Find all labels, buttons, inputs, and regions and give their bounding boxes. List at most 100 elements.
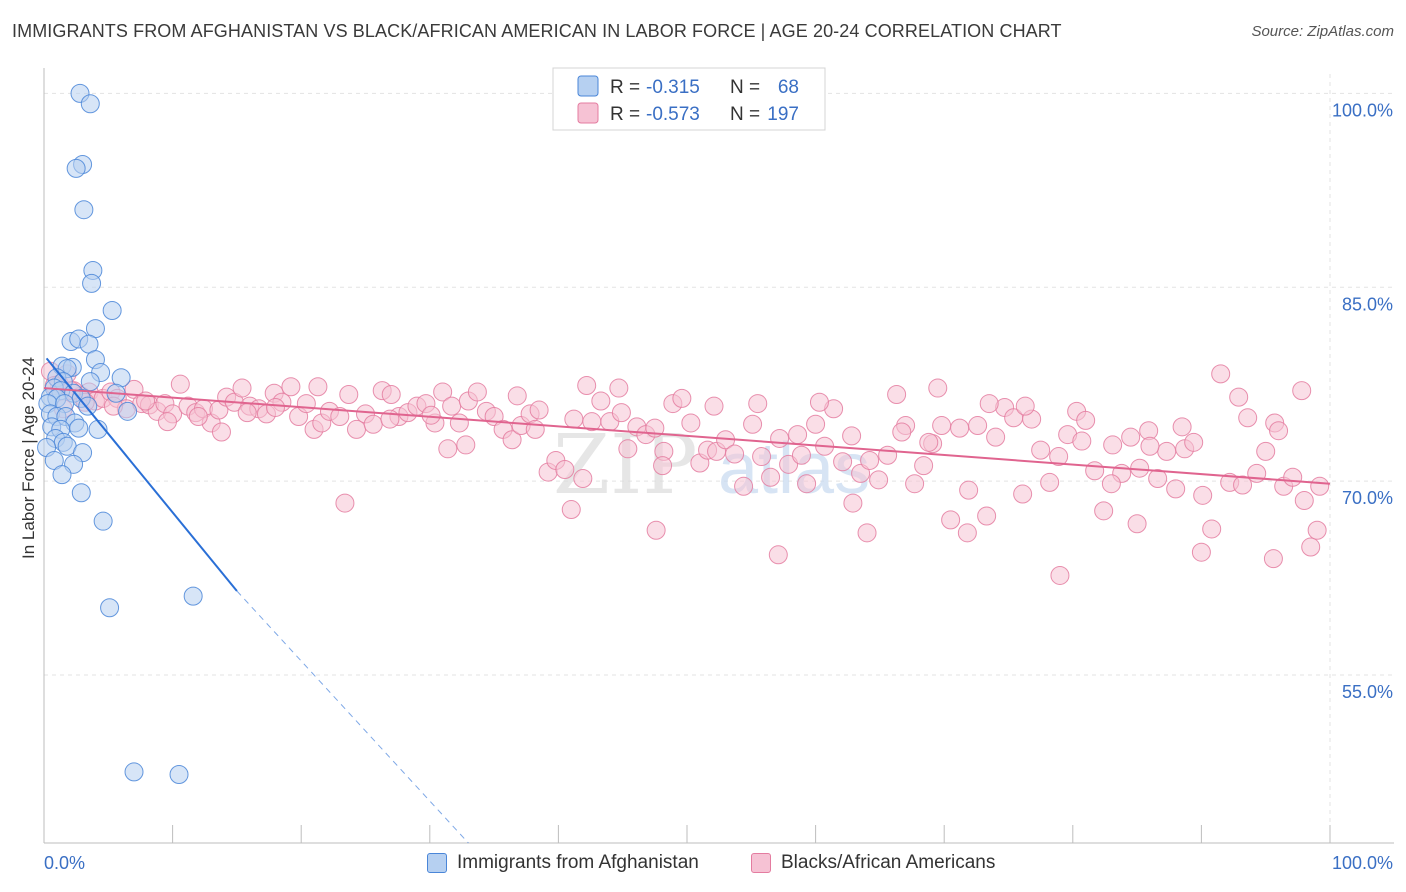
pink-point-77 xyxy=(681,413,701,433)
legend-item-black-african-americans: Blacks/African Americans xyxy=(751,852,995,874)
pink-point-86 xyxy=(761,467,781,487)
pink-point-169 xyxy=(507,386,527,406)
blue-point-31 xyxy=(118,401,138,421)
trend-line-blue-extension xyxy=(236,590,469,844)
y-tick-label-0: 55.0% xyxy=(1342,682,1393,702)
pink-point-159 xyxy=(1263,549,1283,569)
pink-point-185 xyxy=(1072,431,1092,451)
pink-point-123 xyxy=(1094,501,1114,521)
pink-point-145 xyxy=(1292,381,1312,401)
pink-point-88 xyxy=(779,454,799,474)
pink-point-51 xyxy=(449,413,469,433)
pink-point-163 xyxy=(1101,474,1121,494)
pink-point-141 xyxy=(1256,441,1276,461)
blue-point-1 xyxy=(80,94,100,114)
blue-point-50 xyxy=(183,586,203,606)
x-tick-label-min: 0.0% xyxy=(44,853,85,873)
pink-point-180 xyxy=(577,375,597,395)
pink-point-181 xyxy=(704,396,724,416)
pink-point-109 xyxy=(968,416,988,436)
pink-point-195 xyxy=(791,445,811,465)
pink-point-188 xyxy=(1294,491,1314,511)
pink-point-126 xyxy=(1121,427,1141,447)
legend-n-value-0: 68 xyxy=(778,77,799,98)
pink-point-165 xyxy=(928,378,948,398)
blue-point-6 xyxy=(82,273,102,293)
pink-point-186 xyxy=(1140,436,1160,456)
pink-point-192 xyxy=(265,397,285,417)
pink-point-146 xyxy=(1301,537,1321,557)
pink-point-98 xyxy=(869,470,889,490)
pink-point-162 xyxy=(1172,417,1192,437)
pink-point-60 xyxy=(529,400,549,420)
pink-point-108 xyxy=(959,480,979,500)
pink-point-152 xyxy=(646,520,666,540)
blue-point-3 xyxy=(66,158,86,178)
pink-point-17 xyxy=(170,374,190,394)
blue-point-49 xyxy=(93,511,113,531)
zipatlas-watermark: ZIP atlas xyxy=(553,418,870,513)
series-blacks-african-americans xyxy=(40,361,1330,585)
pink-point-139 xyxy=(1238,408,1258,428)
pink-point-168 xyxy=(653,456,673,476)
pink-point-133 xyxy=(1184,432,1204,452)
blue-point-4 xyxy=(74,200,94,220)
pink-point-94 xyxy=(833,452,853,472)
watermark-zip: ZIP xyxy=(553,418,698,513)
pink-point-97 xyxy=(860,450,880,470)
pink-point-156 xyxy=(1050,565,1070,585)
pink-point-70 xyxy=(618,439,638,459)
x-tick-label-max: 100.0% xyxy=(1332,853,1393,873)
pink-point-106 xyxy=(941,510,961,530)
y-tick-label-1: 70.0% xyxy=(1342,488,1393,508)
chart-title: IMMIGRANTS FROM AFGHANISTAN VS BLACK/AFR… xyxy=(12,21,1062,41)
source-note: Source: ZipAtlas.com xyxy=(1251,23,1394,40)
blue-point-52 xyxy=(124,762,144,782)
pink-point-122 xyxy=(1085,461,1105,481)
pink-point-135 xyxy=(1202,519,1222,539)
pink-point-99 xyxy=(878,445,898,465)
pink-point-150 xyxy=(456,435,476,455)
pink-point-49 xyxy=(433,382,453,402)
pink-point-64 xyxy=(564,409,584,429)
legend-swatch-blue xyxy=(577,75,599,97)
pink-point-90 xyxy=(797,474,817,494)
pink-point-39 xyxy=(346,419,366,439)
pink-point-149 xyxy=(335,493,355,513)
pink-point-184 xyxy=(979,394,999,414)
pink-point-111 xyxy=(986,427,1006,447)
legend-r-value-1: -0.573 xyxy=(646,104,700,125)
pink-point-134 xyxy=(1193,485,1213,505)
legend-stats: R = -0.315 N = 68 R = -0.573 N = 197 xyxy=(552,67,826,131)
pink-point-50 xyxy=(442,396,462,416)
pink-point-57 xyxy=(502,430,522,450)
pink-point-187 xyxy=(1233,475,1253,495)
pink-point-110 xyxy=(977,506,997,526)
pink-point-147 xyxy=(1310,476,1330,496)
pink-point-172 xyxy=(308,377,328,397)
legend-n-label-0: N = xyxy=(730,77,760,98)
pink-point-82 xyxy=(725,444,745,464)
pink-point-136 xyxy=(1211,364,1231,384)
pink-point-155 xyxy=(957,523,977,543)
pink-point-85 xyxy=(752,447,772,467)
pink-point-83 xyxy=(734,476,754,496)
pink-point-183 xyxy=(892,422,912,442)
pink-point-121 xyxy=(1076,410,1096,430)
pink-point-105 xyxy=(932,416,952,436)
pink-point-138 xyxy=(1229,387,1249,407)
pink-point-69 xyxy=(609,378,629,398)
tick-labels: 55.0% 70.0% 85.0% 100.0% 0.0% 100.0% xyxy=(44,100,1393,873)
trend-line-blue xyxy=(45,357,238,592)
pink-point-87 xyxy=(770,428,790,448)
legend-r-label-1: R = xyxy=(610,104,640,125)
pink-point-53 xyxy=(467,382,487,402)
pink-point-170 xyxy=(438,439,458,459)
pink-point-37 xyxy=(330,406,350,426)
blue-point-7 xyxy=(102,301,122,321)
legend-swatch-blue xyxy=(427,853,447,873)
blue-point-38 xyxy=(69,418,89,438)
blue-point-19 xyxy=(80,372,100,392)
pink-point-148 xyxy=(211,422,231,442)
